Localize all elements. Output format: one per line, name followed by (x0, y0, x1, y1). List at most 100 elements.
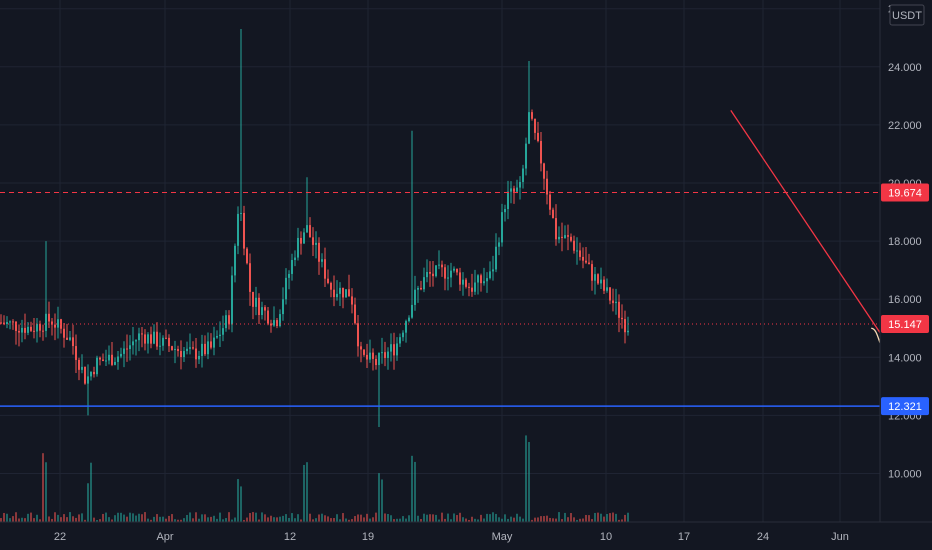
volume-bar (522, 518, 524, 522)
volume-bar (315, 518, 317, 522)
time-tick-label: 22 (54, 531, 66, 543)
candle-body (489, 271, 491, 279)
candle-body (273, 320, 275, 326)
volume-bar (552, 518, 554, 522)
volume-bar (66, 517, 68, 522)
volume-bar (441, 512, 443, 522)
candle-body (75, 346, 77, 360)
candle-body (621, 317, 623, 320)
candle-body (42, 330, 44, 332)
volume-bars (0, 435, 629, 522)
volume-bar (435, 514, 437, 522)
candle-body (543, 163, 545, 179)
candle-body (174, 348, 176, 350)
candle-body (372, 352, 374, 359)
volume-bar (246, 517, 248, 522)
candle-body (303, 232, 305, 244)
candle-body (594, 274, 596, 281)
volume-bar (423, 513, 425, 522)
candle-body (567, 235, 569, 237)
candle-body (549, 194, 551, 210)
volume-bar (12, 516, 14, 522)
candle-body (0, 322, 2, 324)
volume-bar (348, 519, 350, 522)
volume-bar (255, 512, 257, 522)
candle-body (114, 361, 116, 365)
currency-badge[interactable] (889, 4, 925, 26)
candle-body (111, 354, 113, 365)
candle-body (504, 209, 506, 213)
candle-body (426, 272, 428, 278)
volume-bar (147, 518, 149, 522)
price-tick-label: 18.000 (888, 236, 922, 248)
candle-body (204, 343, 206, 355)
candle-body (24, 327, 26, 333)
candle-body (282, 299, 284, 315)
candle-body (525, 143, 527, 169)
volume-bar (171, 514, 173, 522)
volume-bar (183, 518, 185, 522)
volume-bar (477, 519, 479, 522)
candle-body (576, 250, 578, 252)
candle-body (60, 319, 62, 329)
candle-body (483, 281, 485, 284)
volume-bar (225, 518, 227, 522)
candle-body (531, 112, 533, 119)
candle-body (423, 277, 425, 290)
volume-bar (393, 519, 395, 522)
candle-body (351, 296, 353, 305)
volume-bar (213, 515, 215, 522)
candle-body (450, 270, 452, 278)
support-badge: 12.321 (881, 397, 929, 416)
volume-bar (474, 518, 476, 522)
candle-body (333, 289, 335, 298)
candle-body (63, 328, 65, 338)
candle-body (573, 240, 575, 251)
candle-body (477, 275, 479, 283)
candle-body (492, 269, 494, 272)
volume-bar (216, 518, 218, 522)
candle-body (258, 297, 260, 316)
volume-bar (396, 518, 398, 522)
candle-body (321, 259, 323, 262)
candle-body (447, 277, 449, 279)
volume-bar (483, 518, 485, 522)
volume-bar (420, 519, 422, 522)
volume-bar (321, 513, 323, 522)
volume-bar (141, 514, 143, 522)
volume-bar (63, 514, 65, 522)
volume-bar (507, 518, 509, 522)
volume-bar (627, 512, 629, 522)
candle-body (81, 366, 83, 370)
time-tick-label: Jun (831, 531, 849, 543)
candle-body (213, 337, 215, 348)
current-price-badge: 15.147 (881, 314, 929, 333)
candle-body (555, 218, 557, 240)
volume-bar (582, 518, 584, 522)
volume-bar (27, 513, 29, 522)
candlesticks (0, 29, 629, 428)
candle-body (432, 273, 434, 277)
candle-body (72, 337, 74, 347)
candle-body (366, 354, 368, 360)
candle-body (48, 313, 50, 322)
volume-bar (504, 514, 506, 522)
candle-body (579, 250, 581, 257)
candle-body (186, 348, 188, 352)
candle-body (495, 246, 497, 270)
candle-body (546, 178, 548, 195)
volume-bar (372, 517, 374, 522)
volume-bar (69, 512, 71, 522)
volume-bar (375, 512, 377, 522)
candle-body (591, 264, 593, 281)
candle-body (336, 293, 338, 298)
candle-body (261, 307, 263, 316)
volume-bar (75, 517, 77, 522)
volume-bar (177, 519, 179, 522)
candle-body (324, 259, 326, 279)
candle-body (414, 289, 416, 305)
volume-bar (549, 517, 551, 522)
volume-bar (555, 518, 557, 522)
candle-body (603, 279, 605, 291)
